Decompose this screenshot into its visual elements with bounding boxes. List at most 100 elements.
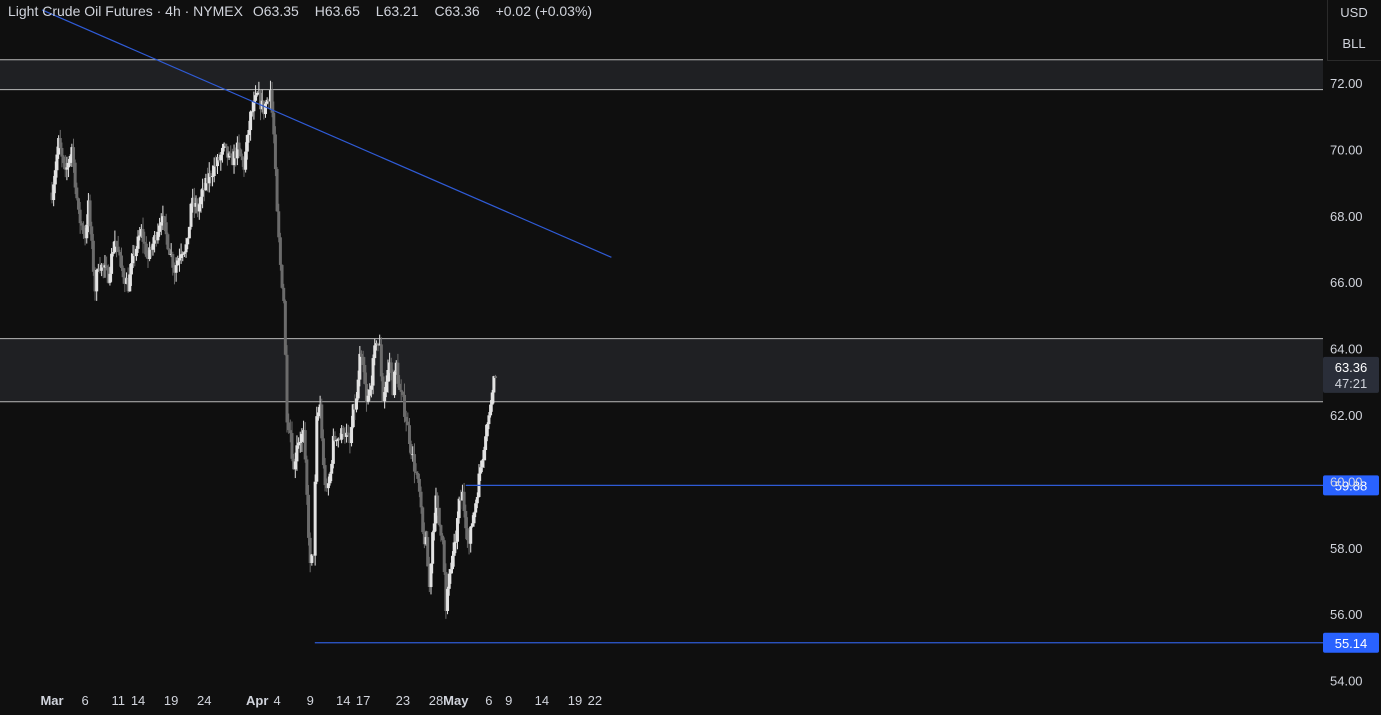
candle-body (376, 343, 380, 345)
candle (492, 375, 496, 404)
candle-body (159, 222, 163, 226)
candle-body (282, 287, 286, 301)
x-tick-label: May (443, 693, 469, 708)
candle (308, 532, 312, 573)
resistance-zone-top (0, 59, 1323, 90)
candle (422, 522, 426, 549)
candle (295, 435, 299, 471)
candle (340, 424, 344, 444)
candle-body (311, 554, 315, 556)
candle-body (199, 196, 203, 205)
candle (480, 458, 484, 473)
candle-body (454, 541, 458, 543)
candle-body (235, 142, 239, 159)
candle-body (464, 510, 468, 529)
candle (166, 232, 170, 251)
candle (222, 142, 226, 152)
candle-body (346, 432, 350, 436)
candle-body (469, 526, 473, 544)
y-tick-label: 68.00 (1330, 209, 1363, 224)
candle-body (361, 356, 365, 366)
candle-body (381, 376, 385, 402)
candle (171, 251, 175, 276)
candle (254, 85, 258, 103)
candle (426, 531, 430, 567)
candle-body (417, 478, 421, 492)
candle-body (421, 507, 425, 533)
candle-body (171, 254, 175, 268)
candle-body (111, 252, 115, 254)
candle (451, 551, 455, 574)
candle-body (70, 147, 74, 157)
candle (446, 586, 450, 615)
candle (374, 340, 378, 351)
candle-body (411, 454, 415, 456)
candle-body (139, 229, 143, 236)
candle-body (93, 271, 97, 292)
candle-body (131, 253, 135, 264)
candle-body (371, 358, 375, 386)
symbol-title[interactable]: Light Crude Oil Futures · 4h · NYMEX (8, 3, 243, 19)
candle-body (389, 362, 393, 373)
candle-body (407, 425, 411, 444)
currency-label[interactable]: USD (1340, 5, 1368, 20)
candle-body (95, 269, 99, 292)
candle-body (412, 454, 416, 472)
candle-body (52, 184, 56, 201)
candle (432, 512, 436, 541)
candle (277, 203, 281, 243)
candle (139, 224, 143, 238)
candle (100, 263, 104, 277)
candle (70, 143, 74, 167)
candle (290, 421, 294, 462)
candle-body (250, 111, 254, 113)
level-55-14-label-bg (1323, 632, 1379, 653)
candle-body (315, 416, 319, 482)
candle-body (373, 345, 377, 359)
candle (412, 443, 416, 484)
candle-body (141, 229, 145, 242)
currency-menu[interactable] (1327, 0, 1381, 61)
candle (159, 213, 163, 236)
candle-body (245, 135, 249, 152)
candle (355, 392, 359, 413)
candle-body (358, 353, 362, 380)
close-label: C (434, 3, 445, 19)
candle-body (177, 258, 181, 261)
candle-body (230, 155, 234, 166)
candle (388, 352, 392, 382)
candle-body (90, 226, 94, 241)
candle (168, 248, 172, 255)
candle (58, 129, 62, 149)
candle-body (295, 445, 299, 462)
candle (172, 262, 176, 285)
candle (91, 233, 95, 276)
unit-label[interactable]: BLL (1342, 36, 1366, 51)
candle (96, 263, 100, 272)
candle-body (429, 563, 433, 588)
candle (282, 283, 286, 304)
candle-body (252, 100, 256, 112)
candle-body (179, 254, 183, 259)
candle-body (290, 433, 294, 459)
candle-body (363, 365, 367, 384)
candle-body (78, 209, 82, 224)
candle (439, 524, 443, 542)
candle (298, 431, 302, 453)
candle-body (184, 244, 188, 253)
candle-body (212, 165, 216, 177)
y-tick-label: 56.00 (1330, 607, 1363, 622)
candle (479, 460, 483, 481)
candle (490, 389, 494, 412)
candle (331, 428, 335, 469)
x-tick-label: 28 (429, 693, 443, 708)
candle-body (237, 142, 241, 150)
candle-body (124, 278, 128, 284)
candle-body (403, 394, 407, 417)
candle (110, 248, 114, 282)
candle (489, 400, 493, 418)
candle (93, 267, 97, 301)
candle-body (129, 263, 133, 275)
candle (224, 143, 228, 148)
